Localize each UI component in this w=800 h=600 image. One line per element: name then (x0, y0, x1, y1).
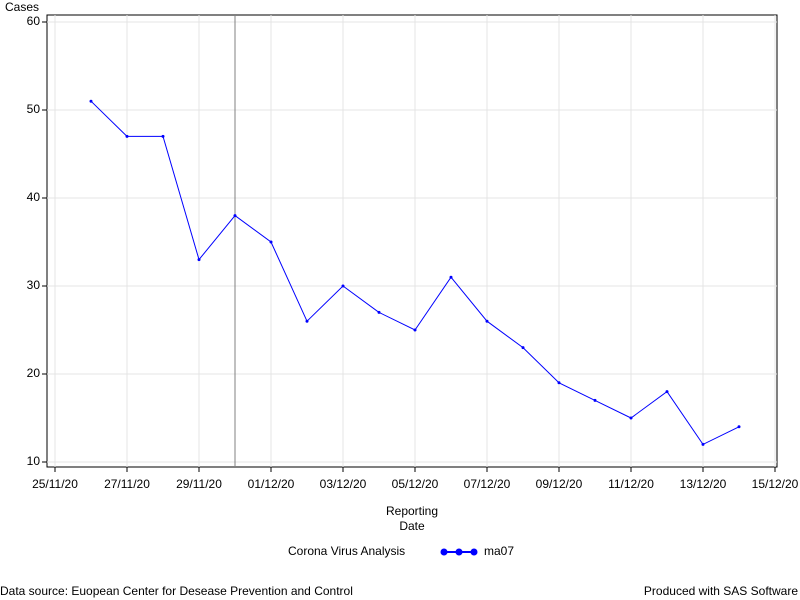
x-tick-label: 15/12/20 (752, 477, 799, 491)
data-point (485, 319, 489, 323)
data-point (125, 134, 129, 138)
plot-frame (46, 14, 778, 468)
legend-label: ma07 (484, 544, 514, 558)
x-tick-label: 13/12/20 (680, 477, 727, 491)
y-tick-label: 50 (27, 102, 41, 116)
data-point (701, 442, 705, 446)
x-tick-label: 09/12/20 (536, 477, 583, 491)
y-axis-label: Cases (5, 0, 39, 14)
data-point (197, 258, 201, 262)
x-tick-label: 11/12/20 (608, 477, 654, 491)
x-tick-label: 29/11/20 (176, 477, 222, 491)
x-tick-label: 03/12/20 (320, 477, 367, 491)
y-tick-label: 40 (27, 190, 41, 204)
footnote: Produced with SAS Software (644, 584, 798, 598)
y-tick-label: 60 (27, 14, 41, 28)
y-tick-label: 30 (27, 278, 41, 292)
data-point (233, 214, 237, 218)
legend-symbol (440, 548, 448, 556)
data-point (593, 398, 597, 402)
data-point (377, 310, 381, 314)
data-point (521, 346, 525, 350)
x-axis-label: Reporting Date (385, 504, 439, 533)
legend-title: Corona Virus Analysis (288, 544, 405, 558)
data-point (89, 99, 93, 103)
data-point (305, 319, 309, 323)
data-point (557, 381, 561, 385)
data-point (665, 390, 669, 394)
data-point (449, 275, 453, 279)
x-tick-label: 25/11/20 (32, 477, 78, 491)
data-point (737, 425, 741, 429)
data-point (269, 240, 273, 244)
x-tick-label: 07/12/20 (464, 477, 511, 491)
data-point (413, 328, 417, 332)
x-tick-label: 27/11/20 (104, 477, 150, 491)
y-tick-label: 20 (27, 366, 41, 380)
data-point (629, 416, 633, 420)
legend-symbol (455, 548, 463, 556)
data-point (341, 284, 345, 288)
x-tick-label: 01/12/20 (248, 477, 295, 491)
footnote: Data source: Euopean Center for Desease … (0, 584, 353, 598)
data-point (161, 134, 165, 138)
legend-symbol (470, 548, 478, 556)
x-tick-label: 05/12/20 (392, 477, 439, 491)
y-tick-label: 10 (27, 454, 41, 468)
